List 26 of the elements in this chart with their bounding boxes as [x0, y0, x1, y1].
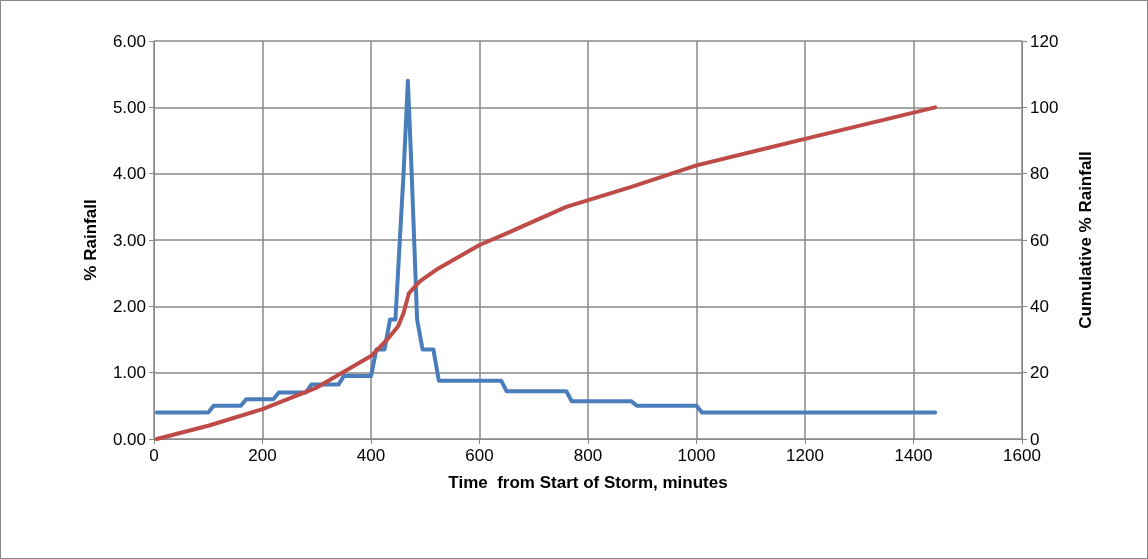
x-tick-label: 1600 — [1003, 446, 1041, 465]
x-tick-label: 0 — [149, 446, 159, 465]
x-axis-title: Time from Start of Storm, minutes — [448, 473, 728, 492]
y2-tick-label: 60 — [1030, 230, 1049, 250]
y2-tick-label: 20 — [1030, 363, 1049, 383]
x-tick-label: 200 — [248, 446, 277, 465]
y-tick-label: 2.00 — [112, 296, 146, 316]
x-tick-label: 1400 — [894, 446, 933, 465]
x-tick-label: 1200 — [786, 446, 824, 465]
y-tick-label: 3.00 — [112, 230, 146, 250]
y-tick-label: 6.00 — [112, 31, 146, 51]
x-tick-label: 800 — [573, 446, 603, 465]
x-tick-label: 1000 — [677, 446, 716, 465]
y2-tick-label: 100 — [1030, 97, 1059, 117]
y2-axis-title: Cumulative % Rainfall — [1076, 151, 1095, 329]
y-tick-label: 4.00 — [112, 164, 146, 184]
y-tick-label: 0.00 — [112, 429, 146, 449]
y2-tick-label: 80 — [1030, 164, 1049, 184]
y2-tick-label: 0 — [1030, 429, 1040, 449]
y-tick-label: 1.00 — [112, 363, 146, 383]
x-tick-label: 600 — [465, 446, 494, 465]
y2-tick-label: 40 — [1030, 296, 1049, 316]
y-tick-label: 5.00 — [112, 97, 146, 117]
y-axis-title: % Rainfall — [81, 199, 100, 281]
y2-tick-label: 120 — [1030, 31, 1059, 51]
x-tick-label: 400 — [356, 446, 386, 465]
